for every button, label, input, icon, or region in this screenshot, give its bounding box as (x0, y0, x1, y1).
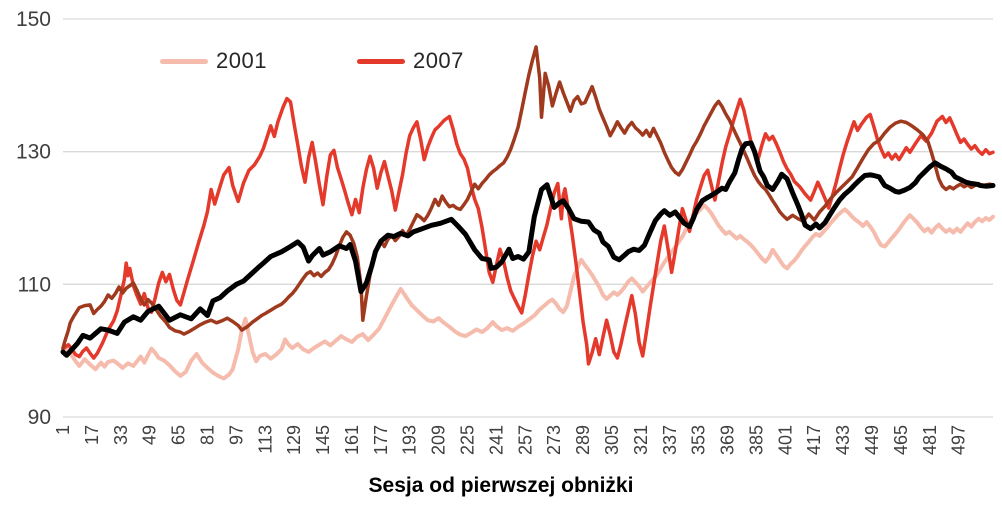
x-tick-label-337: 337 (660, 425, 680, 455)
x-tick-label-177: 177 (371, 425, 391, 455)
x-tick-label-241: 241 (486, 425, 506, 455)
x-tick-label-433: 433 (833, 425, 853, 455)
x-axis-title: Sesja od pierwszej obniżki (368, 474, 634, 497)
x-tick-label-161: 161 (342, 425, 362, 455)
x-tick-label-65: 65 (169, 425, 189, 445)
x-tick-label-1: 1 (53, 425, 73, 435)
x-tick-label-257: 257 (515, 425, 535, 455)
x-tick-label-465: 465 (891, 425, 911, 455)
series-line-2001 (61, 203, 995, 381)
x-tick-label-145: 145 (313, 425, 333, 455)
legend-item-2007: 2007 (356, 48, 464, 74)
y-tick-label-130: 130 (16, 141, 51, 164)
x-tick-label-305: 305 (602, 425, 622, 455)
x-tick-label-449: 449 (862, 425, 882, 455)
x-tick-label-481: 481 (920, 425, 940, 455)
x-tick-label-385: 385 (746, 425, 766, 455)
y-tick-label-90: 90 (28, 406, 51, 429)
x-tick-label-209: 209 (429, 425, 449, 455)
x-tick-label-17: 17 (82, 425, 102, 445)
legend-label-2007: 2007 (412, 48, 464, 73)
legend-swatch-2001 (160, 58, 208, 64)
x-tick-label-97: 97 (226, 425, 246, 445)
x-tick-label-417: 417 (804, 425, 824, 455)
x-tick-label-353: 353 (689, 425, 709, 455)
x-tick-label-289: 289 (573, 425, 593, 455)
x-tick-label-369: 369 (718, 425, 738, 455)
y-tick-label-110: 110 (18, 273, 51, 296)
x-tick-label-225: 225 (458, 425, 478, 455)
series-line-unlabeled-3 (60, 140, 996, 358)
x-tick-label-113: 113 (255, 425, 275, 454)
x-tick-label-81: 81 (197, 425, 217, 445)
x-tick-label-497: 497 (949, 425, 969, 455)
x-tick-label-33: 33 (111, 425, 131, 445)
x-tick-label-129: 129 (284, 425, 304, 455)
series-line-unlabeled-2 (61, 45, 995, 350)
x-tick-label-401: 401 (775, 425, 795, 455)
chart-legend: 2001 2007 (160, 48, 464, 74)
x-tick-label-193: 193 (400, 425, 420, 455)
x-tick-label-273: 273 (544, 425, 564, 455)
legend-label-2001: 2001 (216, 48, 267, 73)
legend-item-2001: 2001 (160, 48, 267, 74)
x-tick-label-321: 321 (631, 425, 651, 455)
x-tick-label-49: 49 (140, 425, 160, 445)
legend-swatch-2007 (356, 58, 405, 64)
y-tick-label-150: 150 (16, 8, 51, 31)
